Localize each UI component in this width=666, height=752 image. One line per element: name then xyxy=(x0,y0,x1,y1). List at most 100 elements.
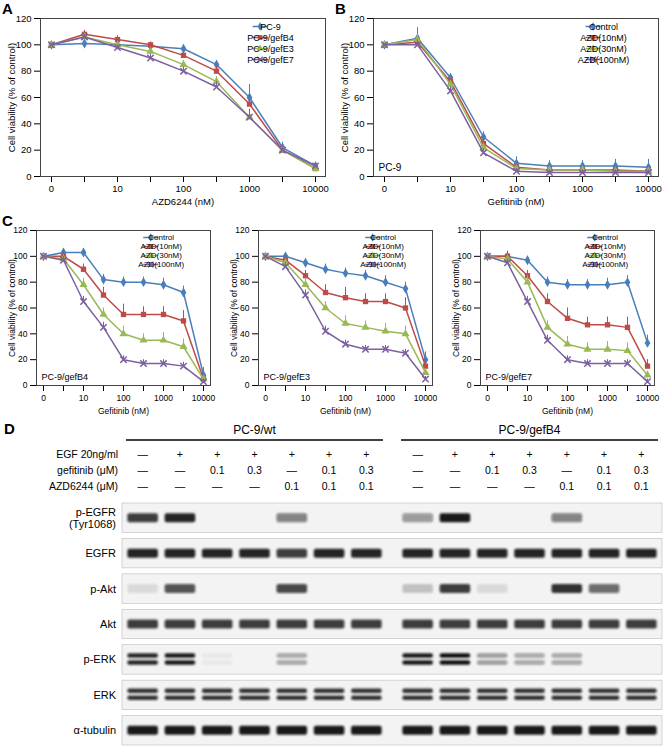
svg-text:Cell viability (% of control): Cell viability (% of control) xyxy=(339,43,350,152)
svg-text:60: 60 xyxy=(18,303,28,313)
svg-text:120: 120 xyxy=(16,13,32,24)
svg-text:0.1: 0.1 xyxy=(322,480,337,492)
svg-text:10000: 10000 xyxy=(414,393,438,403)
svg-text:—: — xyxy=(412,448,423,460)
svg-text:—: — xyxy=(287,464,298,476)
svg-text:10000: 10000 xyxy=(635,183,661,194)
svg-text:Gefitinib (nM): Gefitinib (nM) xyxy=(320,406,371,416)
svg-text:40: 40 xyxy=(240,329,250,339)
svg-text:10000: 10000 xyxy=(636,393,660,403)
svg-text:p-Akt: p-Akt xyxy=(90,583,116,595)
svg-text:0.1: 0.1 xyxy=(485,464,500,476)
svg-text:AZD(30nM): AZD(30nM) xyxy=(580,44,627,54)
svg-text:0.1: 0.1 xyxy=(210,464,225,476)
svg-text:120: 120 xyxy=(457,225,471,235)
svg-text:EGF 20ng/ml: EGF 20ng/ml xyxy=(56,448,118,460)
svg-text:Control: Control xyxy=(589,22,618,32)
svg-text:+: + xyxy=(564,448,570,460)
svg-text:10: 10 xyxy=(523,393,533,403)
svg-text:60: 60 xyxy=(21,92,32,103)
svg-text:+: + xyxy=(289,448,295,460)
svg-text:0: 0 xyxy=(41,393,46,403)
svg-text:AZD(30nM): AZD(30nM) xyxy=(585,251,627,260)
svg-text:PC-9/gefB4: PC-9/gefB4 xyxy=(42,372,89,382)
svg-text:0: 0 xyxy=(467,380,472,390)
svg-text:—: — xyxy=(450,480,461,492)
svg-text:PC-9/gefE3: PC-9/gefE3 xyxy=(264,372,311,382)
svg-text:0: 0 xyxy=(23,380,28,390)
svg-text:gefitinib (μM): gefitinib (μM) xyxy=(57,464,118,476)
svg-text:+: + xyxy=(214,448,220,460)
svg-text:0: 0 xyxy=(382,183,387,194)
svg-text:Cell viability (% of control): Cell viability (% of control) xyxy=(6,43,17,152)
svg-text:1000: 1000 xyxy=(598,393,617,403)
svg-text:120: 120 xyxy=(13,225,27,235)
svg-text:0: 0 xyxy=(485,393,490,403)
svg-text:100: 100 xyxy=(349,39,365,50)
svg-text:10: 10 xyxy=(445,183,456,194)
svg-text:PC-9/gefE7: PC-9/gefE7 xyxy=(247,55,294,65)
svg-text:Gefitinib (nM): Gefitinib (nM) xyxy=(542,406,593,416)
svg-text:AZD(10nM): AZD(10nM) xyxy=(580,33,627,43)
svg-text:10: 10 xyxy=(112,183,123,194)
svg-text:PC-9/gefB4: PC-9/gefB4 xyxy=(498,423,560,437)
svg-text:+: + xyxy=(601,448,607,460)
svg-text:20: 20 xyxy=(18,354,28,364)
svg-text:—: — xyxy=(412,464,423,476)
svg-text:+: + xyxy=(489,448,495,460)
svg-text:—: — xyxy=(524,480,535,492)
svg-text:0: 0 xyxy=(26,171,31,182)
svg-text:AZD(100nM): AZD(100nM) xyxy=(138,260,184,269)
svg-text:1000: 1000 xyxy=(239,183,260,194)
svg-text:Gefitinib (nM): Gefitinib (nM) xyxy=(487,196,544,207)
svg-text:120: 120 xyxy=(349,13,365,24)
svg-text:—: — xyxy=(450,464,461,476)
svg-text:20: 20 xyxy=(462,354,472,364)
svg-text:0.1: 0.1 xyxy=(284,480,299,492)
svg-text:+: + xyxy=(452,448,458,460)
svg-text:40: 40 xyxy=(462,329,472,339)
svg-text:EGFR: EGFR xyxy=(85,547,116,559)
svg-text:Control: Control xyxy=(370,233,396,242)
svg-text:0.1: 0.1 xyxy=(322,464,337,476)
svg-text:PC-9: PC-9 xyxy=(260,22,281,32)
svg-text:—: — xyxy=(137,448,148,460)
svg-text:+: + xyxy=(177,448,183,460)
svg-text:Cell viability (% of control): Cell viability (% of control) xyxy=(451,259,461,357)
svg-text:1000: 1000 xyxy=(154,393,173,403)
svg-text:+: + xyxy=(638,448,644,460)
svg-text:0.3: 0.3 xyxy=(359,464,374,476)
svg-text:—: — xyxy=(175,464,186,476)
svg-text:PC-9: PC-9 xyxy=(379,162,402,173)
svg-text:—: — xyxy=(249,480,260,492)
svg-text:0.1: 0.1 xyxy=(597,480,612,492)
svg-text:20: 20 xyxy=(21,144,32,155)
svg-text:40: 40 xyxy=(18,329,28,339)
svg-text:0.1: 0.1 xyxy=(359,480,374,492)
svg-text:0.3: 0.3 xyxy=(634,464,649,476)
svg-text:0: 0 xyxy=(359,171,364,182)
svg-text:100: 100 xyxy=(560,393,574,403)
svg-text:α-tubulin: α-tubulin xyxy=(74,724,116,736)
svg-text:+: + xyxy=(363,448,369,460)
svg-text:p-ERK: p-ERK xyxy=(84,653,117,665)
svg-text:D: D xyxy=(4,420,15,437)
svg-text:10000: 10000 xyxy=(302,183,328,194)
svg-text:AZD(100nM): AZD(100nM) xyxy=(582,260,628,269)
svg-text:—: — xyxy=(562,464,573,476)
svg-text:AZD(10nM): AZD(10nM) xyxy=(585,242,627,251)
svg-text:120: 120 xyxy=(235,225,249,235)
svg-text:—: — xyxy=(175,480,186,492)
svg-text:AZD(30nM): AZD(30nM) xyxy=(141,251,183,260)
svg-text:—: — xyxy=(137,464,148,476)
svg-text:—: — xyxy=(412,480,423,492)
svg-text:1000: 1000 xyxy=(572,183,593,194)
svg-text:Control: Control xyxy=(592,233,618,242)
svg-text:AZD6244 (μM): AZD6244 (μM) xyxy=(49,480,118,492)
svg-text:Control: Control xyxy=(148,233,174,242)
svg-text:AZD(10nM): AZD(10nM) xyxy=(363,242,405,251)
svg-text:PC-9/gefB4: PC-9/gefB4 xyxy=(247,33,294,43)
svg-text:80: 80 xyxy=(240,277,250,287)
svg-text:+: + xyxy=(326,448,332,460)
svg-text:20: 20 xyxy=(354,144,365,155)
